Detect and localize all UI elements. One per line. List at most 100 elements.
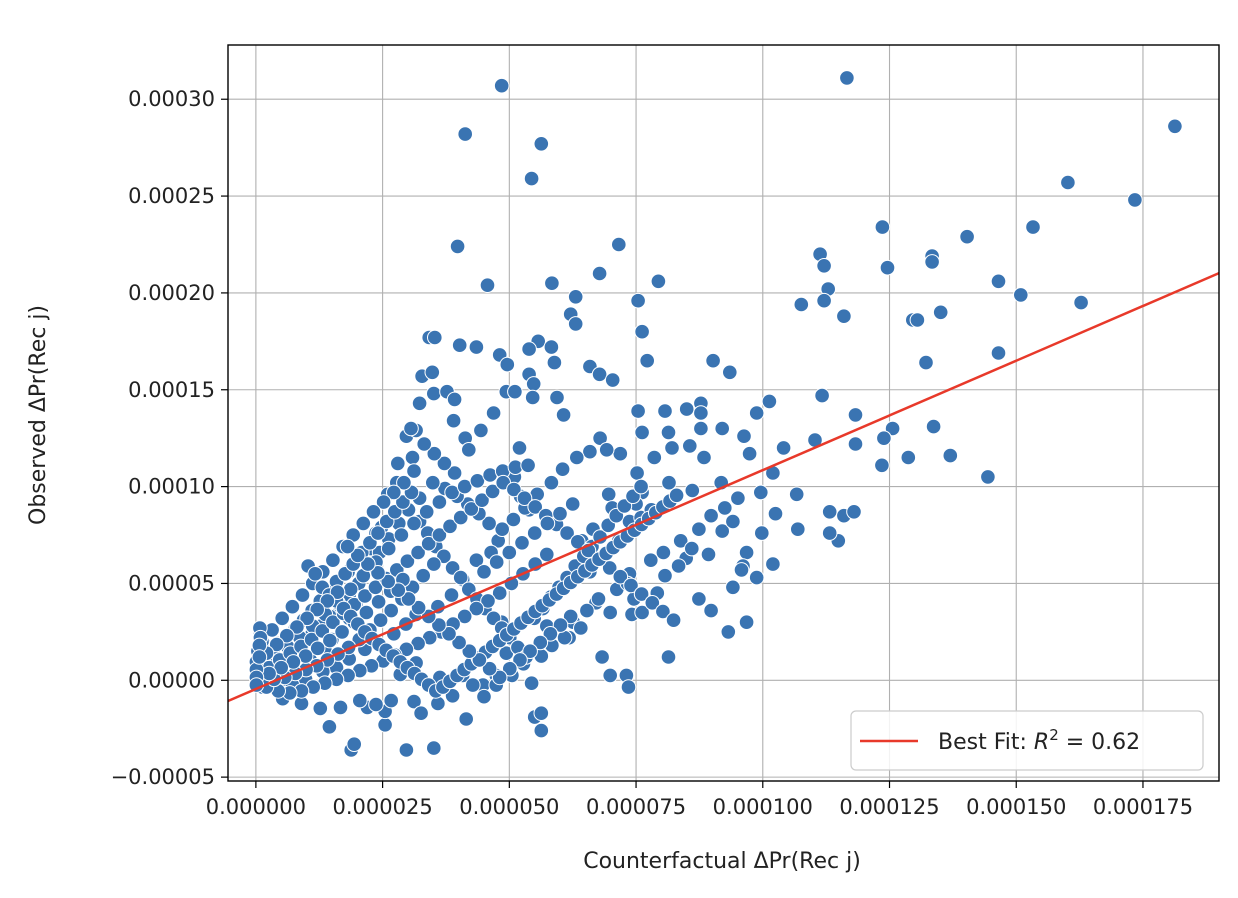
data-point	[511, 440, 528, 456]
data-point	[814, 387, 830, 404]
data-point	[350, 547, 366, 564]
data-point	[357, 588, 373, 604]
data-point	[539, 546, 555, 563]
data-point	[700, 546, 717, 563]
y-tick-label: 0.00015	[128, 378, 215, 402]
data-point	[456, 478, 473, 495]
data-point	[1060, 174, 1076, 191]
data-point	[368, 696, 384, 713]
data-point	[426, 385, 442, 402]
data-point	[696, 449, 712, 466]
data-point	[717, 500, 733, 516]
data-point	[900, 449, 917, 466]
data-point	[630, 403, 646, 419]
data-point	[325, 614, 341, 631]
data-point	[846, 504, 862, 520]
data-point	[355, 515, 372, 532]
data-point	[682, 438, 698, 454]
data-point	[413, 705, 429, 722]
data-point	[420, 535, 437, 552]
data-point	[562, 608, 579, 625]
data-point	[525, 376, 542, 392]
data-point	[670, 558, 687, 574]
data-point	[546, 354, 563, 371]
data-point	[520, 457, 536, 474]
data-point	[426, 445, 443, 462]
data-point	[393, 527, 410, 543]
data-point	[358, 604, 375, 621]
data-point	[474, 492, 490, 509]
data-point	[720, 624, 737, 640]
data-point	[325, 552, 341, 569]
data-point	[400, 591, 417, 607]
y-tick-label: 0.00025	[128, 184, 215, 208]
data-point	[924, 254, 940, 270]
data-point	[289, 619, 305, 635]
data-point	[468, 600, 485, 617]
data-point	[542, 626, 559, 642]
data-point	[821, 504, 838, 520]
data-point	[415, 567, 432, 584]
data-point	[481, 660, 498, 677]
data-point	[567, 289, 584, 305]
data-point	[491, 669, 508, 686]
x-axis-label: Counterfactual ΔPr(Rec j)	[583, 849, 861, 874]
data-point	[918, 354, 934, 371]
data-point	[600, 486, 617, 503]
data-point	[657, 403, 673, 419]
legend-label-prefix: Best Fit:	[938, 730, 1034, 755]
plot-frame	[227, 44, 1220, 782]
data-point	[672, 533, 689, 549]
data-point	[612, 568, 629, 585]
data-point	[555, 407, 572, 423]
data-point	[602, 667, 619, 684]
data-point	[533, 705, 550, 722]
data-point	[767, 505, 784, 522]
data-point	[703, 507, 719, 524]
data-point	[633, 586, 650, 602]
data-point	[691, 591, 707, 607]
data-point	[488, 554, 505, 570]
scatter-points	[248, 70, 1183, 758]
legend-r2-exponent: 2	[1049, 726, 1059, 744]
data-point	[410, 544, 426, 561]
data-point	[590, 591, 607, 607]
data-point	[1167, 118, 1183, 135]
data-point	[380, 540, 397, 557]
data-point	[761, 393, 778, 410]
data-point	[1013, 287, 1029, 303]
data-point	[738, 614, 755, 631]
data-point	[664, 440, 680, 456]
data-point	[582, 443, 598, 460]
data-point	[725, 579, 741, 596]
data-point	[738, 544, 755, 561]
data-point	[705, 352, 721, 369]
y-tick-label: 0.00005	[128, 571, 215, 595]
data-point	[634, 323, 650, 340]
y-tick-label: 0.00000	[128, 668, 215, 692]
data-point	[404, 449, 421, 466]
data-point	[714, 523, 731, 539]
data-point	[909, 312, 926, 328]
y-tick-label: 0.00030	[128, 87, 215, 111]
data-point	[442, 518, 458, 535]
data-point	[424, 364, 441, 381]
data-point	[612, 445, 629, 462]
data-point	[539, 515, 556, 532]
data-point	[501, 544, 518, 561]
data-point	[655, 603, 671, 620]
data-point	[431, 617, 447, 633]
data-point	[425, 474, 441, 491]
data-point	[446, 465, 463, 481]
data-point	[765, 556, 781, 572]
data-point	[990, 273, 1007, 290]
data-point	[445, 412, 462, 429]
data-point	[925, 418, 942, 435]
data-point	[521, 341, 537, 357]
data-point	[522, 643, 538, 660]
data-point	[876, 430, 892, 447]
data-point	[714, 420, 731, 437]
data-point	[383, 602, 400, 619]
data-point	[365, 504, 382, 520]
data-point	[309, 601, 326, 618]
